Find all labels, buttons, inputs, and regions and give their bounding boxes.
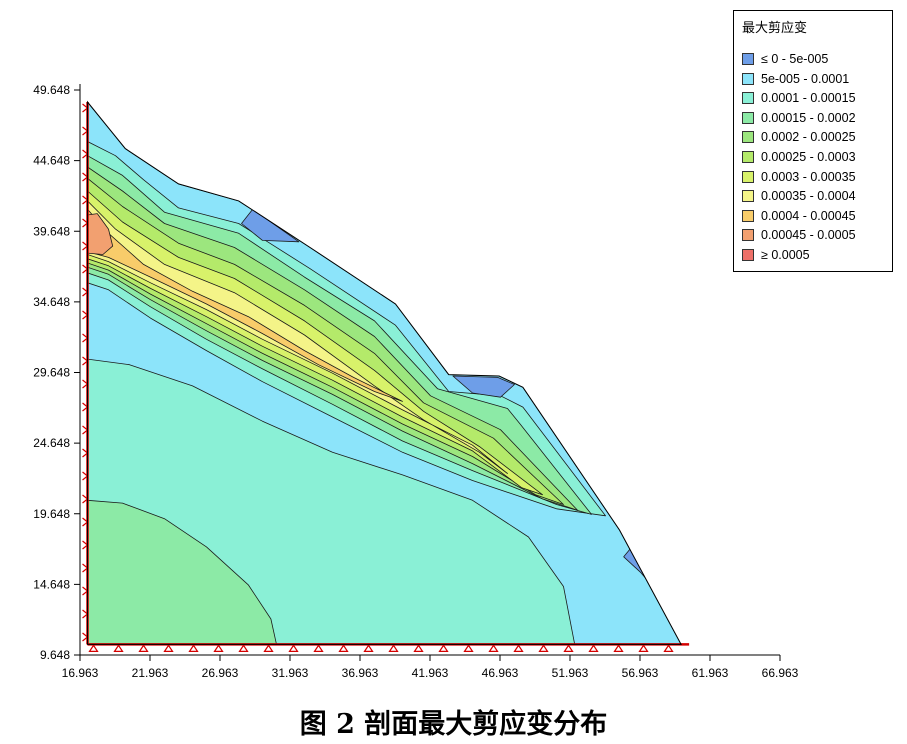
pin-support [613, 644, 624, 652]
legend-entry: 0.0001 - 0.00015 [742, 90, 856, 106]
legend-swatch [742, 111, 754, 124]
legend-label: 0.00025 - 0.0003 [761, 150, 856, 164]
legend-entry: 0.00045 - 0.0005 [742, 227, 856, 243]
pin-support [288, 644, 299, 652]
x-tick-label: 56.963 [622, 666, 659, 680]
x-tick-label: 26.963 [202, 666, 239, 680]
legend-entry: 0.00025 - 0.0003 [742, 149, 856, 165]
pin-support [163, 644, 174, 652]
x-tick-label: 36.963 [342, 666, 379, 680]
pin-support [238, 644, 249, 652]
pin-support [88, 644, 99, 652]
pin-support [563, 644, 574, 652]
legend-swatch [742, 190, 754, 203]
legend-label: 0.0001 - 0.00015 [761, 91, 856, 106]
legend-entry: 5e-005 - 0.0001 [742, 71, 849, 87]
legend-swatch [742, 229, 754, 242]
legend-label: 0.0003 - 0.00035 [761, 169, 856, 184]
x-tick-label: 16.963 [62, 666, 99, 680]
pin-support [588, 644, 599, 652]
legend-swatch [742, 53, 754, 65]
legend-swatch [742, 249, 754, 261]
pin-support [263, 644, 274, 652]
legend: 最大剪应变 ≤ 0 - 5e-005 5e-005 - 0.0001 0.0001 … [733, 10, 893, 272]
x-tick-label: 31.963 [272, 666, 309, 680]
legend-label: 0.00015 - 0.0002 [761, 110, 856, 125]
pin-support [513, 644, 524, 652]
pin-support [363, 644, 374, 652]
y-tick-label: 19.648 [33, 507, 70, 521]
contour-zone-11 [241, 208, 300, 243]
pin-support [338, 644, 349, 652]
y-tick-label: 9.648 [40, 648, 70, 662]
legend-swatch [742, 92, 754, 105]
contour-plot: 16.963 21.963 26.963 31.963 36.963 41.963 46.9… [33, 83, 799, 680]
legend-label: ≤ 0 - 5e-005 [761, 52, 829, 66]
y-axis-ticks: 9.648 14.648 19.648 24.648 29.648 34.648 39.64… [33, 83, 80, 662]
pin-support [313, 644, 324, 652]
x-tick-label: 66.963 [762, 666, 799, 680]
x-tick-label: 61.963 [692, 666, 729, 680]
x-axis-ticks: 16.963 21.963 26.963 31.963 36.963 41.963 46.9… [62, 655, 799, 680]
legend-swatch [742, 209, 754, 222]
contour-zone-2 [87, 499, 277, 645]
x-tick-label: 46.963 [482, 666, 519, 680]
legend-entry: 0.0003 - 0.00035 [742, 169, 856, 185]
y-tick-label: 29.648 [33, 366, 70, 380]
y-tick-label: 14.648 [33, 577, 70, 591]
contour-zone-12 [452, 375, 515, 398]
pin-support [138, 644, 149, 652]
domain-boundary [87, 100, 682, 645]
contour-zone-10 [87, 213, 114, 255]
contour-zones [87, 102, 682, 645]
legend-label: 0.0004 - 0.00045 [761, 208, 856, 223]
pin-support [413, 644, 424, 652]
x-tick-label: 41.963 [412, 666, 449, 680]
pin-support [213, 644, 224, 652]
legend-label: 0.00045 - 0.0005 [761, 228, 856, 243]
legend-entry: ≤ 0 - 5e-005 [742, 51, 828, 67]
y-tick-label: 24.648 [33, 436, 70, 450]
legend-label: 0.0002 - 0.00025 [761, 130, 856, 145]
pin-support [438, 644, 449, 652]
contour-zone-8 [87, 200, 508, 474]
pin-support [663, 644, 674, 652]
x-tick-label: 21.963 [132, 666, 169, 680]
figure-caption: 图 2 剖面最大剪应变分布 [299, 709, 608, 740]
legend-swatch [742, 131, 754, 144]
pin-support [188, 644, 199, 652]
pin-support [388, 644, 399, 652]
legend-label: 5e-005 - 0.0001 [761, 71, 850, 86]
x-tick-label: 51.963 [552, 666, 589, 680]
pin-support [638, 644, 649, 652]
y-tick-label: 34.648 [33, 295, 70, 309]
pin-support [113, 644, 124, 652]
legend-entry: ≥ 0.0005 [742, 247, 810, 263]
legend-label: 0.00035 - 0.0004 [761, 189, 856, 204]
pin-support [538, 644, 549, 652]
legend-entry: 0.00015 - 0.0002 [742, 110, 856, 126]
legend-title: 最大剪应变 [742, 21, 808, 36]
contour-zone-9 [87, 208, 403, 402]
legend-swatch [742, 151, 754, 163]
y-tick-label: 44.648 [33, 154, 70, 168]
legend-entry: 0.0002 - 0.00025 [742, 129, 856, 145]
legend-swatch [742, 170, 754, 183]
legend-entry: 0.0004 - 0.00045 [742, 208, 856, 224]
legend-entry: 0.00035 - 0.0004 [742, 188, 856, 204]
y-tick-label: 49.648 [33, 83, 70, 97]
legend-label: ≥ 0.0005 [761, 248, 810, 262]
pin-support [488, 644, 499, 652]
pin-support [463, 644, 474, 652]
legend-swatch [742, 72, 754, 85]
y-tick-label: 39.648 [33, 224, 70, 238]
